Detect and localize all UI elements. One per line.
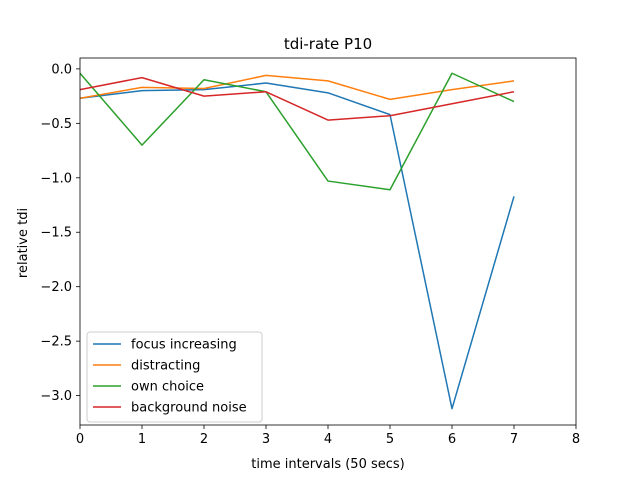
x-tick-label: 0 <box>76 432 84 447</box>
x-axis-label: time intervals (50 secs) <box>251 457 404 472</box>
legend-label-1: distracting <box>131 359 200 374</box>
x-tick-label: 1 <box>138 432 146 447</box>
chart-title: tdi-rate P10 <box>284 35 372 53</box>
x-tick-label: 6 <box>448 432 456 447</box>
series-line-3 <box>79 76 515 121</box>
series-line-2 <box>79 72 515 191</box>
y-tick-label: −1.0 <box>40 171 72 186</box>
y-tick-label: −0.5 <box>40 117 72 132</box>
y-tick-label: −2.0 <box>40 280 72 295</box>
legend-label-0: focus increasing <box>131 338 237 353</box>
y-tick-label: −1.5 <box>40 226 72 241</box>
series-line-0 <box>79 82 515 410</box>
x-tick-label: 5 <box>386 432 394 447</box>
x-tick-label: 3 <box>262 432 270 447</box>
x-tick-label: 8 <box>572 432 580 447</box>
y-axis-label: relative tdi <box>16 208 31 278</box>
x-tick-label: 7 <box>510 432 518 447</box>
x-axis: 0 1 2 3 4 5 6 7 8 <box>76 425 580 447</box>
legend-label-3: background noise <box>131 401 247 416</box>
y-tick-label: −3.0 <box>40 389 72 404</box>
y-axis: 0.0 −0.5 −1.0 −1.5 −2.0 −2.5 −3.0 <box>40 62 80 404</box>
x-tick-label: 2 <box>200 432 208 447</box>
x-tick-label: 4 <box>324 432 332 447</box>
legend-box <box>86 331 263 423</box>
legend-label-2: own choice <box>131 380 204 395</box>
legend: focus increasing distracting own choice bac… <box>86 331 263 423</box>
y-tick-label: 0.0 <box>51 62 72 77</box>
y-tick-label: −2.5 <box>40 335 72 350</box>
